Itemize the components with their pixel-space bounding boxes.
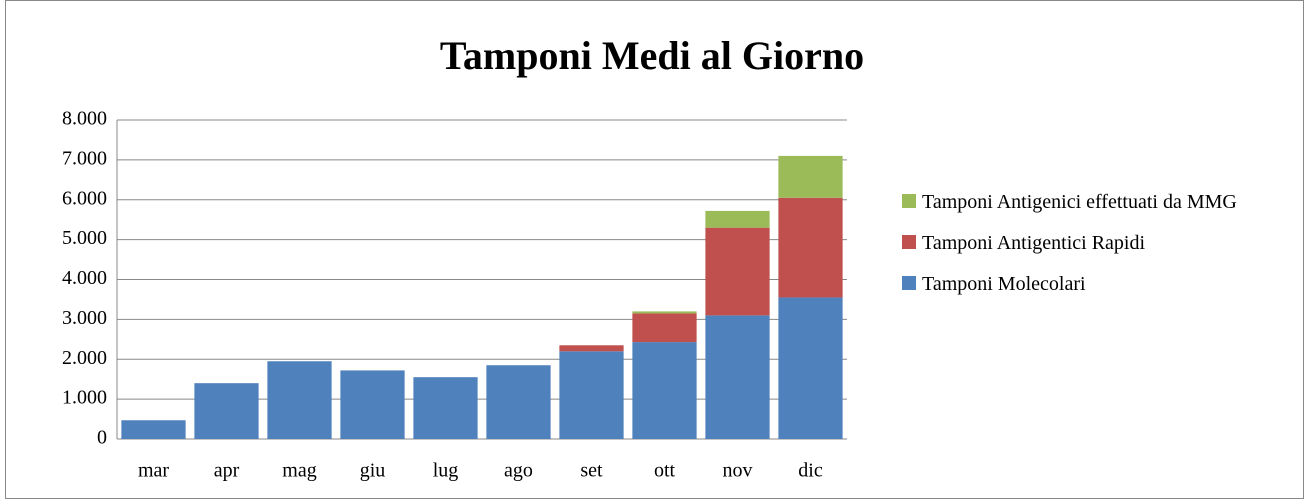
bar-segment (121, 420, 186, 439)
x-tick-label: ott (654, 460, 676, 482)
bar-segment (632, 342, 697, 439)
bar-segment (194, 383, 259, 439)
bar-segment (778, 197, 843, 298)
bar-segment (778, 155, 843, 198)
bar-segment (632, 313, 697, 343)
x-tick-label: mag (282, 460, 316, 482)
y-tick-label: 5.000 (62, 227, 107, 249)
bar-segment (632, 311, 697, 314)
bar-segment (340, 370, 405, 439)
x-tick-label: lug (433, 460, 459, 482)
legend-swatch (902, 235, 916, 249)
x-tick-label: mar (138, 460, 169, 482)
bar-segment (778, 297, 843, 439)
y-tick-label: 6.000 (62, 187, 107, 209)
x-tick-label: apr (214, 460, 240, 482)
x-tick-label: dic (798, 460, 823, 482)
y-tick-label: 8.000 (62, 108, 107, 130)
legend-item: Tamponi Antigenici effettuati da MMG (902, 190, 1297, 215)
x-tick-label: giu (360, 460, 386, 482)
legend-swatch (902, 194, 916, 208)
x-tick-label: ago (504, 460, 533, 482)
legend-label: Tamponi Antigenici effettuati da MMG (922, 191, 1237, 213)
x-tick-label: set (580, 460, 603, 482)
legend: Tamponi Antigenici effettuati da MMG Tamp… (902, 190, 1297, 313)
x-tick-label: nov (723, 460, 753, 482)
legend-swatch (902, 276, 916, 290)
legend-label: Tamponi Molecolari (922, 273, 1086, 295)
y-tick-label: 0 (97, 427, 107, 449)
legend-item: Tamponi Antigentici Rapidi (902, 231, 1297, 256)
y-tick-label: 1.000 (62, 387, 107, 409)
y-tick-label: 7.000 (62, 147, 107, 169)
legend-label: Tamponi Antigentici Rapidi (922, 232, 1146, 254)
legend-item: Tamponi Molecolari (902, 272, 1297, 297)
bar-segment (559, 351, 624, 439)
bar-segment (486, 365, 551, 439)
y-tick-label: 3.000 (62, 307, 107, 329)
bar-segment (705, 227, 770, 316)
y-tick-label: 2.000 (62, 347, 107, 369)
y-tick-label: 4.000 (62, 267, 107, 289)
bar-segment (267, 361, 332, 439)
bar-segment (559, 345, 624, 352)
bar-segment (413, 377, 478, 439)
bar-segment (705, 210, 770, 228)
bar-segment (705, 315, 770, 439)
chart-title: Tamponi Medi al Giorno (440, 33, 864, 78)
chart-border (5, 0, 1304, 499)
